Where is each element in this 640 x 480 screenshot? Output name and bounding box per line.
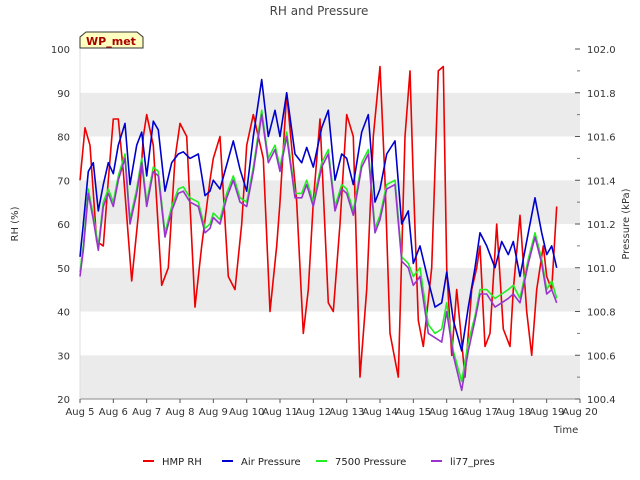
- series-line-3: [79, 113, 558, 392]
- y-right-tick-label: 102.0: [587, 45, 616, 56]
- y-left-tick-label: 50: [57, 264, 70, 275]
- legend-label-3: li77_pres: [450, 457, 495, 468]
- y-left-tick-label: 100: [51, 45, 70, 56]
- legend-label-0: HMP RH: [162, 457, 202, 468]
- y-left-tick-label: 70: [57, 176, 70, 187]
- wp-met-badge-box: [79, 31, 144, 49]
- right-axis: 100.4 100.6 100.8 101.0 101.2 101.4 101.6 101.8…: [575, 45, 616, 406]
- series-layer: [79, 65, 558, 392]
- x-tick-label: Aug 9: [199, 407, 228, 418]
- x-tick-label: Aug 18: [496, 407, 531, 418]
- x-tick-label: Aug 5: [65, 407, 94, 418]
- legend-label-1: Air Pressure: [241, 457, 301, 468]
- x-tick-label: Aug 14: [362, 407, 397, 418]
- y-left-tick-label: 80: [57, 133, 70, 144]
- series-line-1: [79, 78, 558, 352]
- y-left-tick-label: 30: [57, 351, 70, 362]
- x-tick-label: Aug 11: [262, 407, 297, 418]
- legend-label-2: 7500 Pressure: [335, 457, 406, 468]
- chart-title: RH and Pressure: [270, 4, 369, 18]
- grid-band: [80, 224, 580, 268]
- y-left-tick-label: 20: [57, 395, 70, 406]
- grid-band: [80, 311, 580, 356]
- x-tick-label: Aug 15: [396, 407, 431, 418]
- legend: HMP RH Air Pressure 7500 Pressure li77_pres: [143, 457, 495, 468]
- y-left-tick-label: 60: [57, 220, 70, 231]
- y-axis-right-label: Pressure (kPa): [621, 188, 632, 259]
- grid-band: [80, 49, 580, 93]
- x-tick-label: Aug 19: [529, 407, 564, 418]
- plot-frame: [79, 49, 580, 400]
- y-right-tick-label: 101.6: [587, 133, 616, 144]
- x-tick-label: Aug 13: [329, 407, 364, 418]
- y-right-tick-label: 100.4: [587, 395, 616, 406]
- wp-met-badge: WP_met: [79, 31, 144, 49]
- y-left-tick-label: 90: [57, 89, 70, 100]
- x-tick-label: Aug 10: [229, 407, 264, 418]
- x-axis-label: Time: [553, 425, 578, 436]
- x-tick-label: Aug 6: [99, 407, 128, 418]
- x-tick-label: Aug 20: [562, 407, 597, 418]
- grid-band: [80, 355, 580, 399]
- x-tick-label: Aug 7: [132, 407, 161, 418]
- y-right-tick-label: 101.4: [587, 176, 616, 187]
- y-axis-left-label: RH (%): [10, 206, 21, 241]
- wp-met-badge-label: WP_met: [86, 35, 136, 48]
- y-left-tick-label: 40: [57, 308, 70, 319]
- x-tick-label: Aug 17: [462, 407, 497, 418]
- x-tick-label: Aug 12: [296, 407, 331, 418]
- left-axis: 20 30 40 50 60 70 80 90 100: [51, 45, 70, 406]
- y-right-tick-label: 101.2: [587, 220, 616, 231]
- x-tick-label: Aug 16: [429, 407, 464, 418]
- y-right-tick-label: 101.0: [587, 264, 616, 275]
- y-right-tick-label: 100.8: [587, 308, 616, 319]
- y-right-tick-label: 100.6: [587, 351, 616, 362]
- x-tick-label: Aug 8: [165, 407, 194, 418]
- grid-bands: [80, 49, 580, 399]
- y-right-tick-label: 101.8: [587, 89, 616, 100]
